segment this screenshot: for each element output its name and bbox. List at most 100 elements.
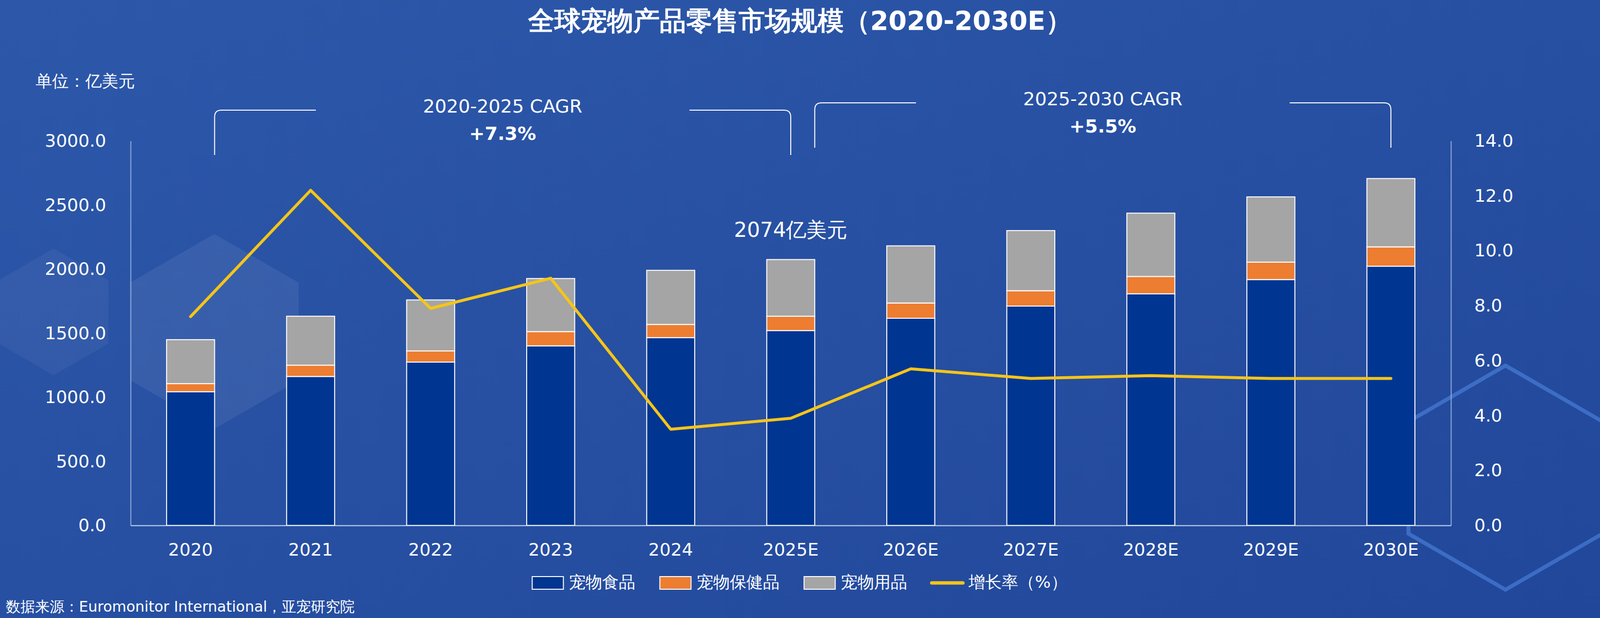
bracket-line <box>214 110 316 155</box>
tick-label: 12.0 <box>1474 185 1514 206</box>
title: 全球宠物产品零售市场规模（2020-2030E） <box>527 5 1072 37</box>
bar <box>166 383 215 392</box>
bar <box>1246 262 1296 280</box>
tick: 2030E <box>1363 525 1419 560</box>
tick: 2022 <box>408 525 454 560</box>
bar <box>1006 290 1055 306</box>
bar <box>286 376 335 526</box>
legend-swatch <box>659 576 691 590</box>
tick: 4.0 <box>1450 405 1503 426</box>
bar <box>886 303 935 319</box>
tick-label: 2027E <box>1003 539 1059 560</box>
axis-line <box>130 141 132 526</box>
tick: 500.0 <box>56 451 131 472</box>
tick: 14.0 <box>1450 130 1514 151</box>
tick: 2.0 <box>1450 459 1503 480</box>
bar <box>526 345 575 526</box>
bar <box>1246 279 1296 526</box>
bar <box>1126 293 1176 526</box>
bar <box>286 364 335 377</box>
legend: 宠物食品 宠物保健品 宠物用品 增长率（%） <box>532 571 1067 592</box>
tick-label: 2000.0 <box>44 258 107 279</box>
tick: 12.0 <box>1450 185 1514 206</box>
tick-label: 0.0 <box>1474 514 1503 535</box>
bar <box>886 318 935 526</box>
bar <box>766 316 816 331</box>
source: 数据来源：Euromonitor International，亚宠研究院 <box>5 597 355 615</box>
bar <box>1246 196 1296 263</box>
tick: 2029E <box>1242 525 1299 560</box>
bracket-annotation: 2025-2030 CAGR+5.5% <box>814 88 1391 149</box>
tick: 1000.0 <box>44 386 131 407</box>
bracket-label: 2025-2030 CAGR <box>1023 88 1183 110</box>
tick-label: 2020 <box>168 539 213 560</box>
legend-swatch <box>532 576 564 590</box>
tick-label: 10.0 <box>1474 240 1514 261</box>
tick: 2024 <box>648 525 694 560</box>
legend-item: 宠物保健品 <box>659 571 780 592</box>
tick-label: 1500.0 <box>44 323 107 343</box>
bar <box>1367 266 1416 526</box>
tick-label: 2022 <box>408 539 454 560</box>
tick: 2025E <box>762 525 819 560</box>
tick-label: 2.0 <box>1474 459 1503 480</box>
tick-label: 14.0 <box>1474 130 1514 151</box>
bar <box>406 350 456 362</box>
tick: 6.0 <box>1450 350 1503 371</box>
tick: 8.0 <box>1450 295 1503 316</box>
tick-label: 2023 <box>528 539 573 560</box>
tick-label: 2500.0 <box>44 194 107 215</box>
bar <box>286 316 335 365</box>
bar <box>406 361 456 526</box>
tick: 2026E <box>882 525 939 560</box>
background <box>0 0 1600 618</box>
bracket-annotation: 2020-2025 CAGR +7.3% <box>214 95 791 156</box>
bracket-line <box>814 102 916 148</box>
legend-swatch <box>931 581 963 585</box>
x-axis: 2020 2021 2022 2023 2024 2025E 2026E 2027E 2028E… <box>131 525 1452 560</box>
line <box>190 190 1391 429</box>
plot-area <box>166 178 1415 526</box>
legend-label: 宠物食品 <box>569 571 636 592</box>
tick-label: 2026E <box>882 539 939 560</box>
tick: 2021 <box>288 525 334 560</box>
tick: 2500.0 <box>44 194 131 215</box>
tick-label: 6.0 <box>1474 350 1503 371</box>
tick-label: 1000.0 <box>44 386 107 407</box>
decoration <box>0 248 109 376</box>
annotation: 2074亿美元 <box>734 217 848 242</box>
bracket-value: +7.3% <box>469 122 536 145</box>
tick: 2028E <box>1123 525 1179 560</box>
tick: 2023 <box>528 525 573 560</box>
tick-label: 2021 <box>288 539 334 560</box>
decoration <box>1408 365 1600 590</box>
tick-label: 4.0 <box>1474 405 1503 426</box>
bar <box>646 337 695 526</box>
tick-label: 2025E <box>762 539 819 560</box>
tick: 10.0 <box>1450 240 1514 261</box>
tick: 1500.0 <box>44 323 131 343</box>
bar <box>886 245 935 303</box>
tick: 2027E <box>1003 525 1059 560</box>
tick-label: 2030E <box>1363 539 1419 560</box>
unit-label: 单位：亿美元 <box>35 71 135 91</box>
tick: 0.0 <box>78 514 131 535</box>
legend-item: 宠物食品 <box>532 571 636 592</box>
bar <box>1126 276 1176 294</box>
legend-label: 增长率（%） <box>968 571 1067 592</box>
tick-label: 500.0 <box>56 451 107 472</box>
bar <box>1006 305 1055 526</box>
axis-line <box>1450 141 1452 526</box>
tick-label: 3000.0 <box>44 130 107 151</box>
bar <box>766 259 816 317</box>
bar <box>166 339 215 384</box>
tick: 2000.0 <box>44 258 131 279</box>
legend-swatch <box>803 576 836 590</box>
bar <box>1126 212 1176 277</box>
bracket-line <box>1289 102 1391 148</box>
bracket-label: 2020-2025 CAGR <box>422 95 583 117</box>
tick-label: 2024 <box>648 539 694 560</box>
bar <box>1367 178 1416 247</box>
bar <box>1367 247 1416 267</box>
legend-label: 宠物用品 <box>840 571 908 592</box>
